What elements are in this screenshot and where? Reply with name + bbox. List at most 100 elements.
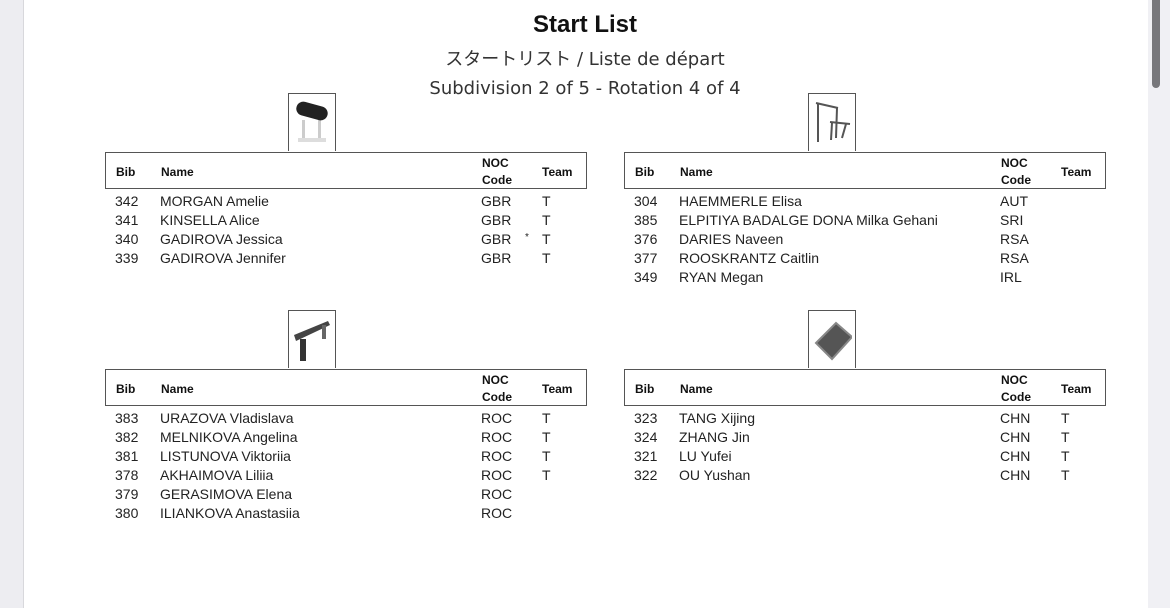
vault-icon [288, 93, 336, 151]
table-body: 342 MORGAN Amelie GBR T 341 KINSELLA Alice GBR… [105, 189, 587, 267]
name-cell: GADIROVA Jessica [160, 231, 283, 247]
team-cell: T [542, 410, 551, 426]
bib-cell: 321 [634, 448, 658, 464]
scrollbar-thumb[interactable] [1152, 0, 1160, 88]
noc-cell: GBR [481, 212, 512, 228]
header-noc-line2: Code [1001, 390, 1031, 404]
header-name: Name [161, 165, 194, 179]
name-cell: HAEMMERLE Elisa [679, 193, 802, 209]
table-row: 381 LISTUNOVA Viktoriia ROC T [105, 446, 587, 465]
team-cell: T [1061, 429, 1070, 445]
noc-cell: ROC [481, 505, 513, 521]
name-cell: TANG Xijing [679, 410, 755, 426]
name-cell: LU Yufei [679, 448, 732, 464]
bib-cell: 324 [634, 429, 658, 445]
table-body: 383 URAZOVA Vladislava ROC T 382 MELNIKOVA An… [105, 406, 587, 522]
bib-cell: 323 [634, 410, 658, 426]
team-cell: T [1061, 467, 1070, 483]
bib-cell: 341 [115, 212, 139, 228]
name-cell: MORGAN Amelie [160, 193, 269, 209]
header-noc-line1: NOC [482, 373, 509, 387]
table-row: 376 DARIES Naveen RSA [624, 229, 1106, 248]
name-cell: ELPITIYA BADALGE DONA Milka Gehani [679, 212, 938, 228]
header-name: Name [161, 382, 194, 396]
document-page [23, 0, 1149, 608]
header-noc-line1: NOC [1001, 156, 1028, 170]
header-bib: Bib [635, 165, 655, 179]
team-cell: T [542, 212, 551, 228]
table-row: 377 ROOSKRANTZ Caitlin RSA [624, 248, 1106, 267]
noc-cell: CHN [1000, 448, 1031, 464]
header-noc-code: NOC Code [1001, 372, 1031, 406]
table-header: Bib Name NOC Code Team [624, 369, 1106, 406]
header-noc-line2: Code [482, 173, 512, 187]
table-body: 304 HAEMMERLE Elisa AUT 385 ELPITIYA BADALGE… [624, 189, 1106, 286]
noc-cell: CHN [1000, 429, 1031, 445]
noc-cell: IRL [1000, 269, 1022, 285]
noc-cell: ROC [481, 486, 513, 502]
bib-cell: 342 [115, 193, 139, 209]
noc-cell: GBR [481, 250, 512, 266]
team-cell: T [542, 250, 551, 266]
name-cell: ILIANKOVA Anastasiia [160, 505, 300, 521]
header-noc-line1: NOC [1001, 373, 1028, 387]
bib-cell: 304 [634, 193, 658, 209]
page-title: Start List [532, 11, 637, 38]
name-cell: ZHANG Jin [679, 429, 750, 445]
noc-cell: ROC [481, 429, 513, 445]
header-noc-code: NOC Code [482, 155, 512, 189]
name-cell: DARIES Naveen [679, 231, 784, 247]
uneven-bars-icon [808, 93, 856, 151]
name-cell: OU Yushan [679, 467, 751, 483]
vault-start-table: Bib Name NOC Code Team 342 MORGAN Amelie GBR T 34… [105, 152, 587, 267]
table-row: 341 KINSELLA Alice GBR T [105, 210, 587, 229]
balance-beam-start-table: Bib Name NOC Code Team 383 URAZOVA Vladislava R… [105, 369, 587, 522]
table-row: 340 GADIROVA Jessica GBR * T [105, 229, 587, 248]
bib-cell: 379 [115, 486, 139, 502]
bib-cell: 385 [634, 212, 658, 228]
table-row: 378 AKHAIMOVA Liliia ROC T [105, 465, 587, 484]
header-noc-line2: Code [1001, 173, 1031, 187]
bib-cell: 380 [115, 505, 139, 521]
header-noc-line1: NOC [482, 156, 509, 170]
floor-exercise-start-table: Bib Name NOC Code Team 323 TANG Xijing CHN T 324 Z… [624, 369, 1106, 484]
bib-cell: 340 [115, 231, 139, 247]
bib-cell: 383 [115, 410, 139, 426]
noc-cell: SRI [1000, 212, 1024, 228]
noc-cell: AUT [1000, 193, 1028, 209]
name-cell: URAZOVA Vladislava [160, 410, 294, 426]
header-team: Team [542, 165, 573, 179]
team-cell: T [542, 467, 551, 483]
name-cell: MELNIKOVA Angelina [160, 429, 298, 445]
noc-cell: ROC [481, 448, 513, 464]
table-row: 321 LU Yufei CHN T [624, 446, 1106, 465]
bib-cell: 377 [634, 250, 658, 266]
name-cell: LISTUNOVA Viktoriia [160, 448, 291, 464]
table-row: 349 RYAN Megan IRL [624, 267, 1106, 286]
table-row: 324 ZHANG Jin CHN T [624, 427, 1106, 446]
table-header: Bib Name NOC Code Team [105, 152, 587, 189]
header-noc-code: NOC Code [1001, 155, 1031, 189]
bib-cell: 322 [634, 467, 658, 483]
noc-cell: ROC [481, 467, 513, 483]
name-cell: GADIROVA Jennifer [160, 250, 286, 266]
table-row: 323 TANG Xijing CHN T [624, 408, 1106, 427]
bib-cell: 378 [115, 467, 139, 483]
team-cell: T [542, 448, 551, 464]
name-cell: RYAN Megan [679, 269, 764, 285]
scrollbar-track[interactable] [1148, 0, 1170, 608]
table-row: 385 ELPITIYA BADALGE DONA Milka Gehani SRI [624, 210, 1106, 229]
noc-cell: RSA [1000, 231, 1029, 247]
floor-exercise-icon [808, 310, 856, 368]
page-subtitle: スタートリスト / Liste de départ [445, 49, 725, 70]
header-team: Team [542, 382, 573, 396]
table-header: Bib Name NOC Code Team [624, 152, 1106, 189]
table-row: 322 OU Yushan CHN T [624, 465, 1106, 484]
header-team: Team [1061, 165, 1092, 179]
team-cell: T [542, 193, 551, 209]
subdivision-label: Subdivision 2 of 5 - Rotation 4 of 4 [429, 78, 741, 99]
bib-cell: 376 [634, 231, 658, 247]
table-row: 383 URAZOVA Vladislava ROC T [105, 408, 587, 427]
table-body: 323 TANG Xijing CHN T 324 ZHANG Jin CHN T 321 LU … [624, 406, 1106, 484]
noc-cell: RSA [1000, 250, 1029, 266]
